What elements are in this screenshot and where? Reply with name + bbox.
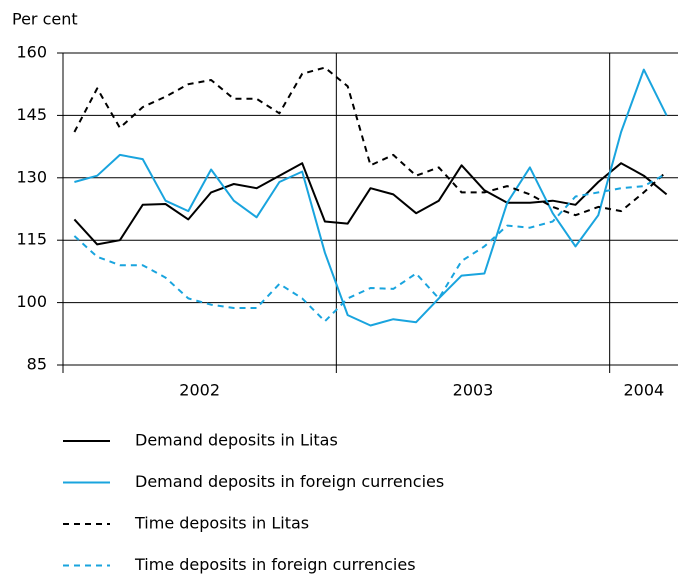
series-line <box>74 68 668 327</box>
x-tick-label: 2003 <box>453 381 494 400</box>
legend-label: Time deposits in foreign currencies <box>134 555 416 574</box>
y-tick-label: 160 <box>16 43 47 62</box>
y-tick-label: 145 <box>16 105 47 124</box>
series-line <box>73 172 668 323</box>
legend-label: Demand deposits in Litas <box>135 431 338 450</box>
y-axis-label: Per cent <box>12 10 78 29</box>
series-line <box>73 66 668 217</box>
y-tick-label: 85 <box>27 355 47 374</box>
y-tick-label: 130 <box>16 167 47 186</box>
x-tick-label: 2004 <box>623 381 664 400</box>
series-line <box>73 162 668 246</box>
y-tick-label: 115 <box>16 230 47 249</box>
x-tick-label: 2002 <box>179 381 220 400</box>
legend-label: Demand deposits in foreign currencies <box>135 472 444 491</box>
legend-label: Time deposits in Litas <box>134 514 309 533</box>
y-tick-label: 100 <box>16 292 47 311</box>
